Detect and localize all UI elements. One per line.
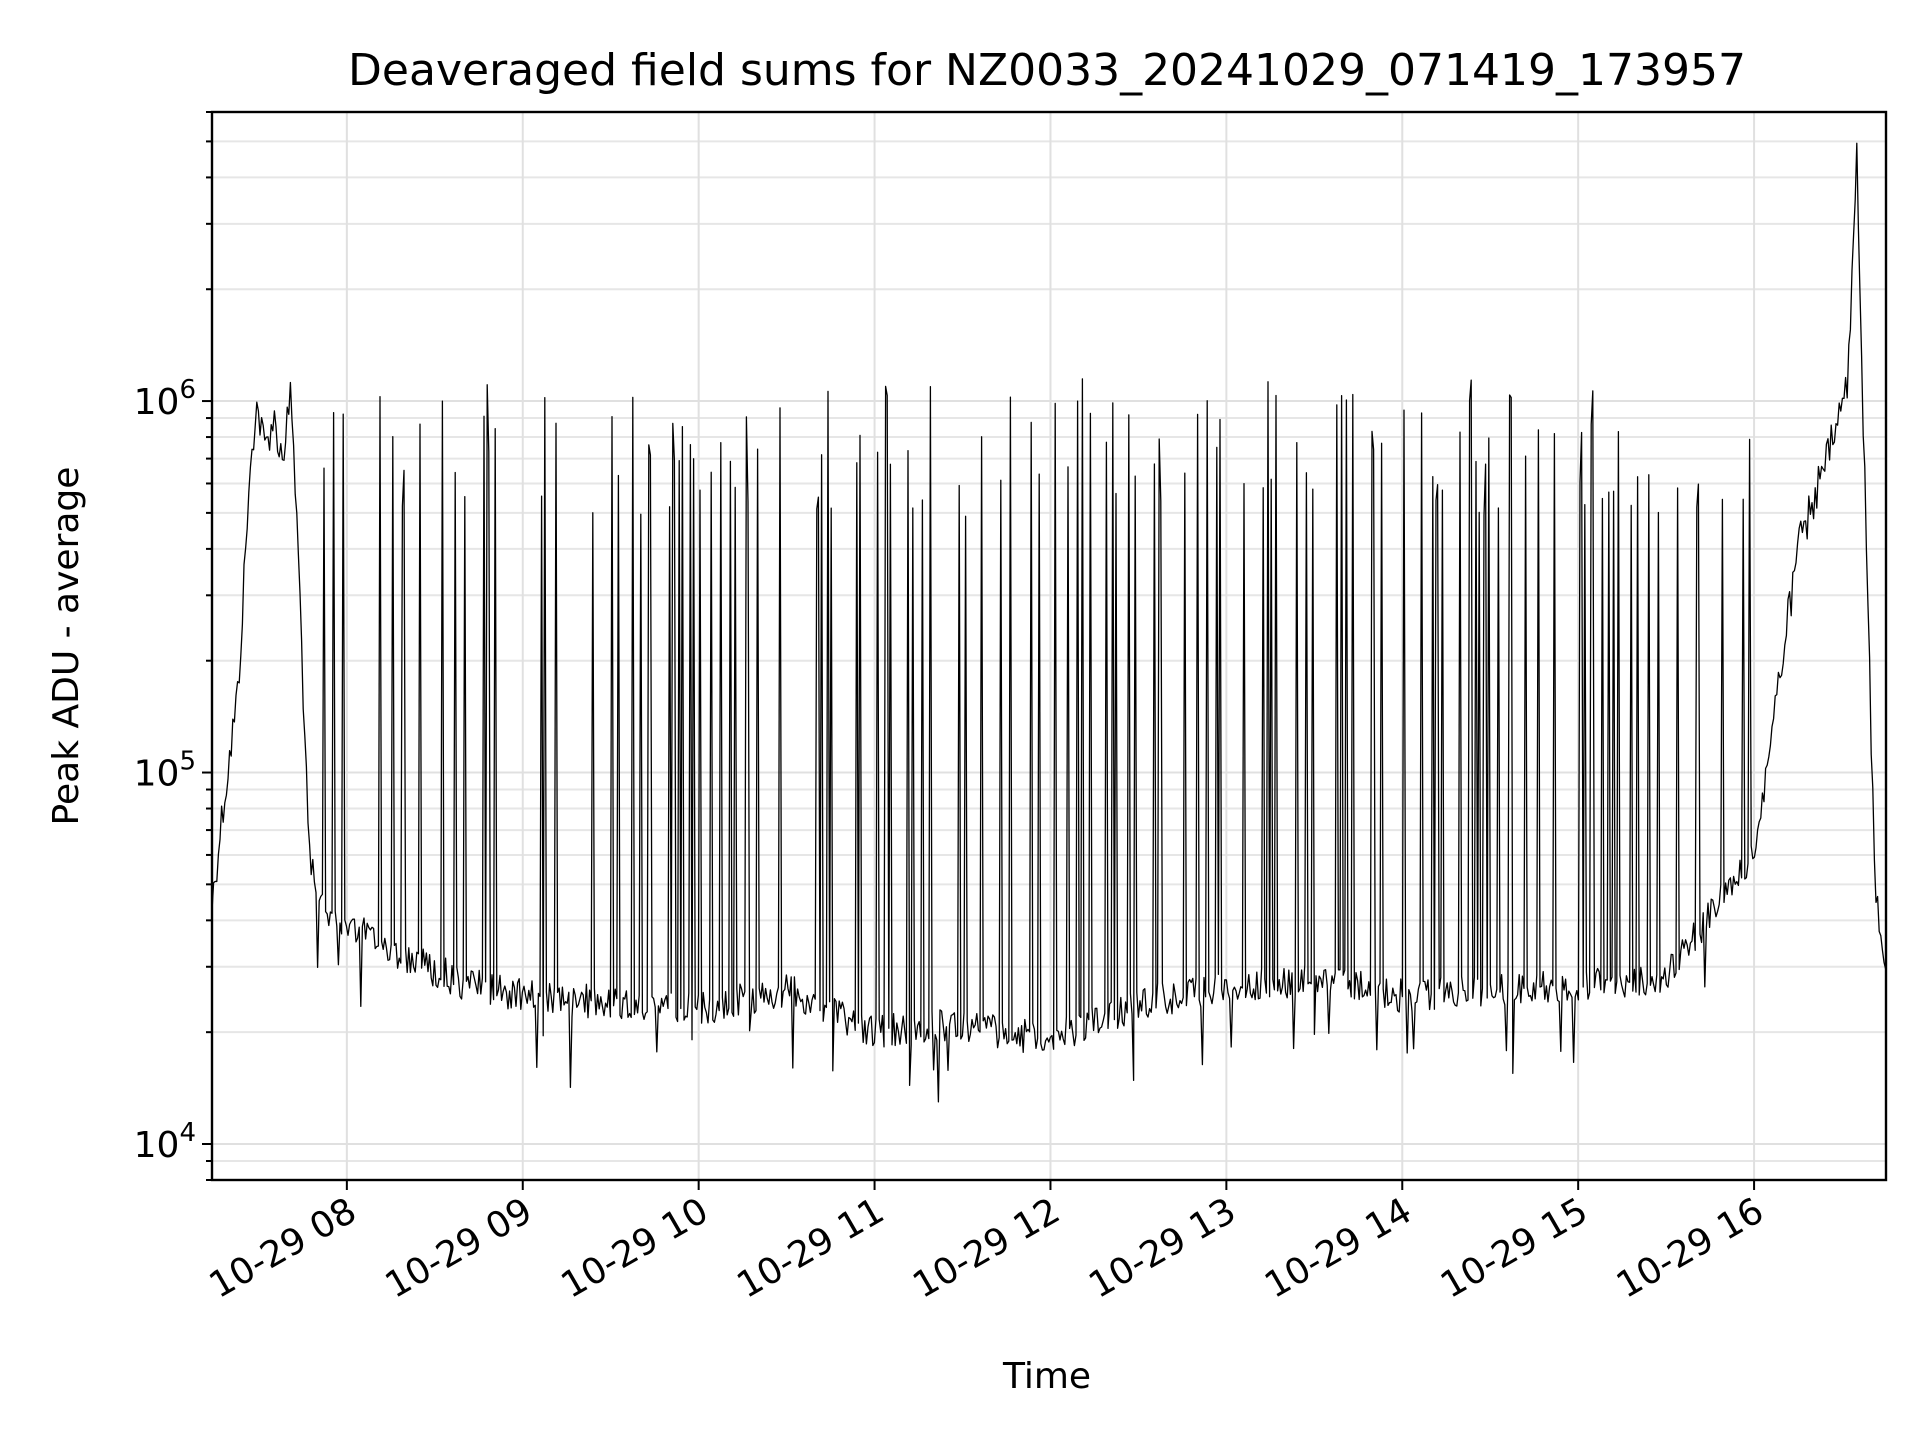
data-series — [211, 142, 1887, 1103]
y-tick-label: 105 — [134, 747, 196, 795]
grid — [212, 111, 1886, 1181]
y-tick-label: 104 — [134, 1118, 196, 1166]
x-axis-label: Time — [1002, 1356, 1091, 1397]
y-tick-label: 106 — [134, 375, 196, 423]
chart-title: Deaveraged field sums for NZ0033_2024102… — [348, 45, 1746, 96]
y-axis-label: Peak ADU - average — [46, 467, 87, 826]
plot-frame — [210, 110, 1888, 1182]
series-line-0 — [211, 142, 1887, 1103]
